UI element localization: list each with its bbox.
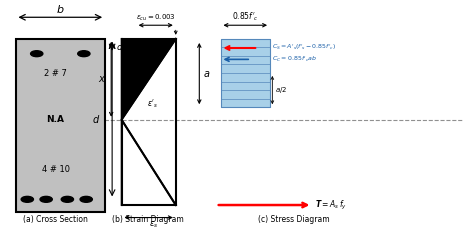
Text: $\varepsilon'_s$: $\varepsilon'_s$: [147, 97, 158, 110]
Polygon shape: [121, 120, 176, 205]
Text: (c) Stress Diagram: (c) Stress Diagram: [258, 215, 329, 224]
Text: $a$: $a$: [203, 69, 210, 79]
Bar: [16, 39, 105, 212]
Text: $d'$: $d'$: [116, 41, 126, 52]
Circle shape: [31, 51, 43, 57]
Text: $0.85f'_c$: $0.85f'_c$: [232, 11, 259, 23]
Text: N.A: N.A: [46, 115, 64, 124]
Polygon shape: [121, 39, 176, 120]
Circle shape: [80, 196, 92, 202]
Text: $a/2$: $a/2$: [275, 85, 287, 95]
Text: (a) Cross Section: (a) Cross Section: [23, 215, 88, 224]
Circle shape: [40, 196, 52, 202]
Text: $b$: $b$: [56, 3, 64, 15]
Text: $x$: $x$: [99, 74, 107, 84]
Text: $\varepsilon_s$: $\varepsilon_s$: [149, 220, 158, 230]
Circle shape: [78, 51, 90, 57]
Text: $C_S = A'_s(f'_s - 0.85f'_c)$: $C_S = A'_s(f'_s - 0.85f'_c)$: [273, 42, 337, 52]
Text: $C_C = 0.85f'_cab$: $C_C = 0.85f'_cab$: [273, 55, 318, 64]
Bar: [220, 39, 270, 107]
Circle shape: [61, 196, 73, 202]
Circle shape: [21, 196, 34, 202]
Text: 2 # 7: 2 # 7: [44, 68, 67, 78]
Text: $\boldsymbol{T} = A_s\,f_y$: $\boldsymbol{T} = A_s\,f_y$: [315, 198, 347, 212]
Text: $d$: $d$: [92, 113, 100, 125]
Text: $\varepsilon_{cu}=0.003$: $\varepsilon_{cu}=0.003$: [136, 13, 176, 23]
Text: 4 # 10: 4 # 10: [42, 165, 70, 174]
Text: (b) Strain Diagram: (b) Strain Diagram: [111, 215, 183, 224]
